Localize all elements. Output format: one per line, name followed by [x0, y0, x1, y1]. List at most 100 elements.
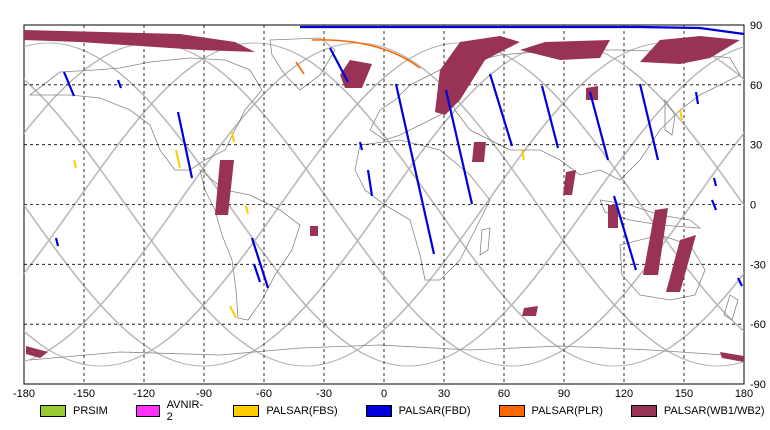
fbd-track-atlantic	[358, 141, 364, 151]
australia-outline	[619, 234, 706, 301]
x-tick-label: -120	[133, 388, 155, 400]
wb-swath-southeast-asia	[608, 205, 618, 228]
y-tick-label: 30	[750, 140, 762, 152]
plr-track-arc	[311, 39, 421, 69]
wb-swath-australia-east	[666, 235, 696, 292]
legend-item: PALSAR(WB1/WB2)	[630, 405, 765, 417]
wb-swath-asia-north	[520, 40, 610, 60]
fbd-track-south-america-1	[250, 237, 270, 289]
palsar-fbd-swaths	[54, 25, 745, 289]
orbit-track	[23, 42, 745, 367]
fbs-track-7	[73, 159, 77, 169]
fbd-track-indonesia	[612, 195, 638, 271]
fbs-track-3	[245, 205, 249, 215]
fbd-track-africa-2	[444, 89, 474, 205]
fbd-track-pacific-south	[54, 237, 60, 247]
x-tick-label: -150	[73, 388, 95, 400]
wb-swath-asia-northeast	[640, 36, 740, 64]
wb-swath-antarctic-right	[720, 352, 744, 362]
x-tick-label: 150	[675, 388, 693, 400]
japan-outline	[664, 98, 676, 136]
fbd-track-south-america-2	[252, 263, 262, 283]
fbs-track-5	[521, 149, 525, 161]
x-tick-label: 90	[558, 388, 570, 400]
legend-item: PALSAR(FBS)	[233, 405, 338, 417]
fbs-track-4	[229, 305, 237, 319]
wb-swath-asia-mid	[586, 86, 598, 100]
x-tick-label: 60	[498, 388, 510, 400]
legend-swatch	[630, 405, 657, 417]
x-tick-label: -90	[196, 388, 212, 400]
fbd-track-west-africa	[366, 169, 374, 197]
wb-swath-australia-west	[643, 208, 668, 275]
madagascar-outline	[479, 227, 491, 256]
fbd-track-pacific-2	[712, 177, 718, 187]
y-tick-label: 60	[750, 80, 762, 92]
fbd-track-north-america	[176, 111, 194, 179]
y-tick-label: -60	[750, 319, 766, 331]
legend-label: PALSAR(PLR)	[531, 405, 603, 417]
fbs-track-1	[175, 149, 181, 169]
grid	[24, 25, 744, 384]
legend-label: PALSAR(FBD)	[398, 405, 471, 417]
wb-swath-india	[563, 170, 576, 195]
legend-label: PRSIM	[73, 405, 108, 417]
fbd-track-asia-1	[540, 85, 560, 149]
y-tick-label: 90	[750, 20, 762, 32]
wb-swath-south-america	[310, 226, 318, 236]
x-tick-label: 180	[735, 388, 753, 400]
new-zealand-outline	[723, 294, 739, 321]
x-tick-label: -30	[316, 388, 332, 400]
y-tick-labels: 90 60 30 0 -30 -60 -90	[750, 20, 766, 391]
wb-swath-antarctic-left	[26, 346, 48, 358]
fbd-track-pacific-3	[710, 199, 718, 211]
wb-swath-europe-large	[435, 36, 520, 115]
wb-swath-africa-east	[472, 142, 486, 162]
fbd-track-africa-1	[394, 83, 436, 255]
x-tick-labels: -180 -150 -120 -90 -60 -30 0 30 60 90 120 150 180	[13, 388, 753, 400]
wb-swath-central-america	[215, 160, 234, 215]
legend-item: AVNIR-2	[135, 399, 205, 423]
fbs-track-6	[679, 109, 683, 121]
legend-label: PALSAR(FBS)	[266, 405, 338, 417]
legend-item: PALSAR(FBD)	[365, 405, 471, 417]
antarctica-outline	[29, 344, 741, 361]
coverage-swaths	[24, 25, 745, 362]
fbd-track-pacific-1	[694, 91, 700, 105]
fbs-track-2	[231, 131, 235, 143]
asia-outline	[439, 49, 741, 181]
south-america-outline	[199, 168, 301, 321]
legend-item: PALSAR(PLR)	[498, 405, 603, 417]
legend-swatch	[135, 405, 160, 417]
x-tick-label: 0	[381, 388, 387, 400]
palsar-fbs-swaths	[73, 109, 683, 319]
fbd-track-asia-2	[588, 91, 610, 161]
fbd-track-asia-3	[638, 83, 660, 161]
legend-swatch	[233, 405, 260, 417]
x-tick-label: -180	[13, 388, 35, 400]
legend-swatch	[498, 405, 525, 417]
fbd-track-greenland	[329, 47, 349, 83]
legend-swatch	[40, 405, 66, 417]
legend-label: AVNIR-2	[166, 399, 204, 423]
y-tick-label: -90	[750, 379, 766, 391]
fbd-track-middle-east	[488, 73, 514, 147]
fbd-track-new-zealand	[737, 277, 743, 287]
wb-swath-top-left	[24, 30, 255, 52]
legend-item: PRSIM	[40, 405, 108, 417]
fbd-track-arctic	[300, 25, 745, 36]
fbd-track-canada-west	[116, 79, 123, 89]
legend-label: PALSAR(WB1/WB2)	[663, 405, 765, 417]
y-tick-label: 0	[750, 200, 756, 212]
x-tick-label: 120	[615, 388, 633, 400]
north-america-outline	[28, 57, 263, 171]
fbd-track-alaska	[62, 71, 76, 97]
wb-swath-south-atlantic	[522, 306, 538, 316]
plr-track-short	[295, 61, 305, 75]
palsar-wb-swaths	[24, 30, 744, 362]
y-tick-label: -30	[750, 259, 766, 271]
palsar-plr-swaths	[295, 39, 421, 75]
x-tick-label: 30	[438, 388, 450, 400]
x-tick-label: -60	[256, 388, 272, 400]
